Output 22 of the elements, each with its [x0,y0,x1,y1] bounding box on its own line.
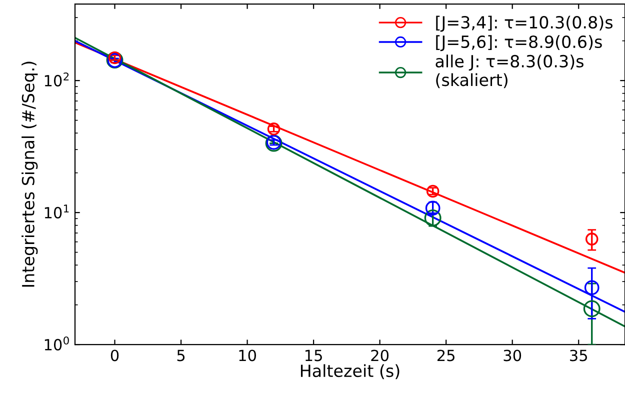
x-tick-label: 10 [239,350,256,362]
legend-label: [J=5,6]: τ=8.9(0.6)s [436,35,602,52]
point [583,300,600,318]
point [585,232,598,246]
x-axis-title: Haltezeit (s) [300,364,400,380]
x-tick-label: 15 [306,350,322,362]
legend-label: [J=3,4]: τ=10.3(0.8)s [436,16,613,32]
point [424,209,442,226]
point [267,122,280,136]
x-tick-label: 5 [177,350,185,362]
x-tick-label: 25 [437,350,454,362]
y-tick-label: 10$^{1}$ [44,204,69,218]
x-tick-label: 35 [570,350,587,362]
y-tick-label: 10$^{2}$ [44,72,69,86]
y-tick-label: 10$^{0}$ [44,336,69,350]
point [426,184,440,198]
y-axis-title: Integriertes Signal (#/Seq.) [22,62,38,287]
x-tick-label: 0 [110,350,119,362]
point [584,280,600,296]
x-tick-label: 20 [371,350,389,362]
x-tick-label: 30 [504,350,522,362]
legend-label: alle J: τ=8.3(0.3)s (skaliert) [436,54,584,88]
